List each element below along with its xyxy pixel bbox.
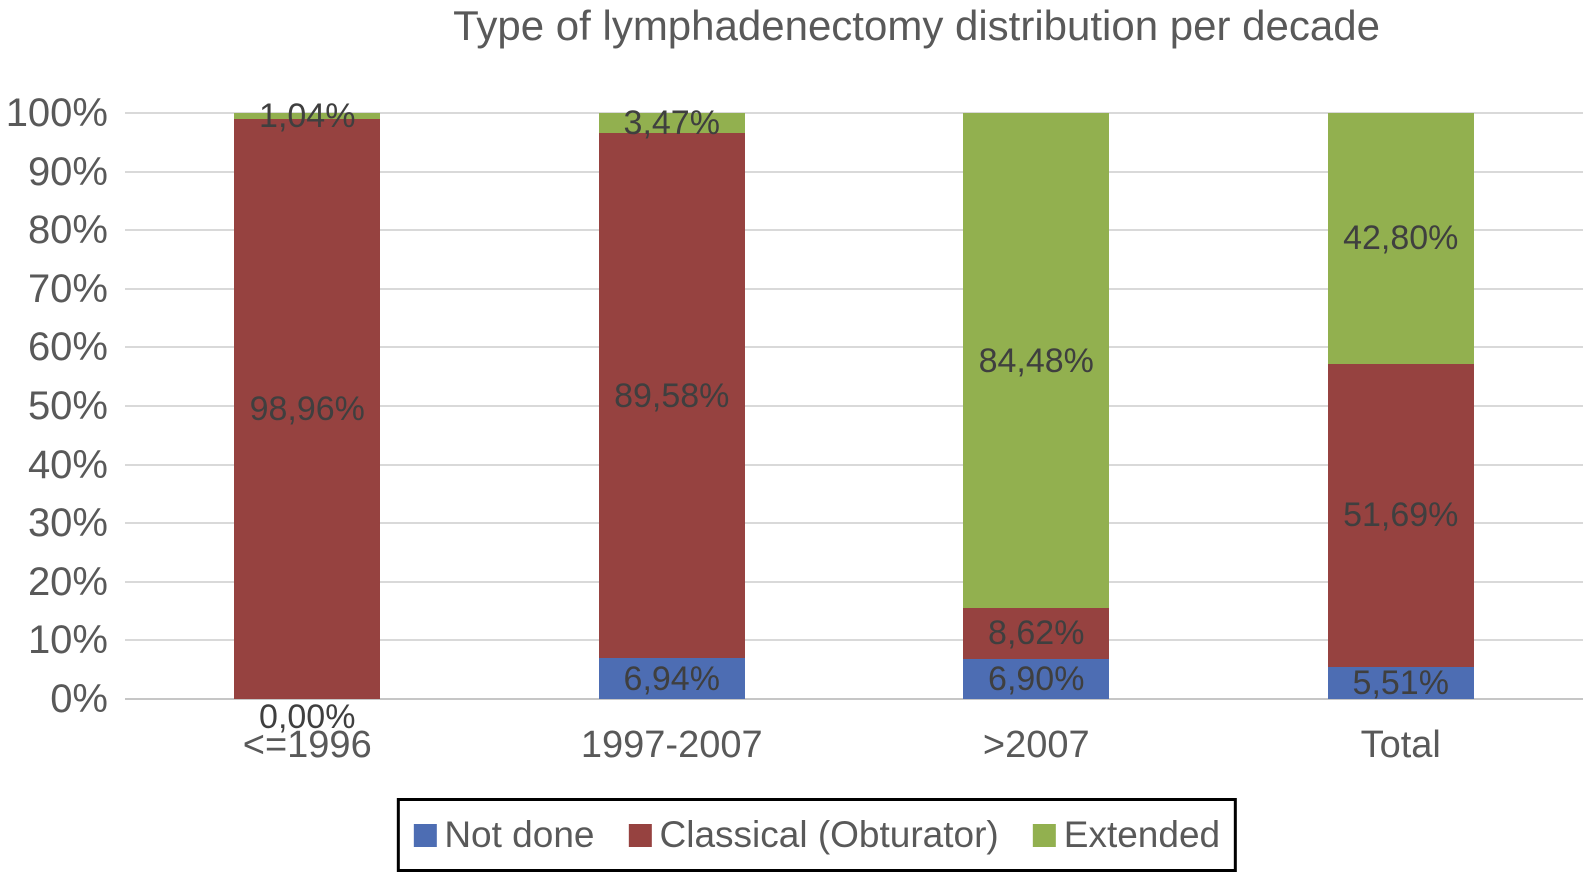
y-axis-tick-label: 20% (27, 559, 108, 604)
legend-item: Extended (1032, 814, 1221, 856)
legend-item: Classical (Obturator) (628, 814, 999, 856)
bar-segment (963, 608, 1110, 659)
data-label: 51,69% (1343, 496, 1459, 535)
gridline (125, 522, 1583, 525)
bar-segment (1327, 666, 1474, 699)
data-label: 1,04% (259, 97, 356, 136)
data-label: 0,00% (259, 698, 356, 736)
gridline (125, 698, 1583, 700)
gridline (125, 580, 1583, 583)
data-label: 42,80% (1343, 219, 1459, 258)
data-label: 84,48% (978, 341, 1094, 380)
bar-segment (598, 658, 745, 699)
legend-item: Not done (413, 814, 594, 856)
y-axis-tick-label: 70% (27, 266, 108, 311)
gridline (125, 463, 1583, 466)
bar-segment (963, 658, 1110, 699)
gridline (125, 639, 1583, 642)
x-axis-category-label: >2007 (982, 724, 1090, 766)
chart-title: Type of lymphadenectomy distribution per… (453, 2, 1380, 49)
gridline (125, 229, 1583, 232)
y-axis-tick-label: 10% (27, 618, 108, 663)
data-label: 3,47% (623, 104, 720, 143)
data-label: 6,94% (623, 659, 720, 698)
legend-label: Not done (444, 814, 595, 855)
legend-label: Extended (1063, 814, 1221, 855)
data-label: 6,90% (988, 659, 1085, 698)
y-axis-tick-label: 90% (27, 149, 108, 194)
x-axis-category-label: <=1996 (242, 724, 372, 766)
gridline (125, 287, 1583, 290)
gridline (125, 405, 1583, 407)
y-axis-tick-label: 50% (27, 384, 108, 428)
bar-segment (1327, 113, 1474, 364)
y-axis-tick-label: 0% (50, 677, 108, 721)
legend-swatch-icon (1032, 823, 1056, 847)
data-label: 89,58% (614, 376, 730, 415)
data-label: 98,96% (249, 390, 365, 429)
y-axis-tick-label: 60% (27, 325, 108, 370)
bar-segment (598, 133, 745, 659)
gridline (125, 112, 1583, 114)
gridline (125, 346, 1583, 349)
x-axis-category-label: Total (1360, 724, 1441, 766)
bar-segment (963, 113, 1110, 609)
bar-segment (234, 119, 381, 699)
bar-segment (598, 113, 745, 134)
bar-segment (234, 113, 381, 120)
x-axis-category-label: 1997-2007 (580, 724, 763, 766)
y-axis-tick-label: 40% (27, 442, 108, 487)
bar-segment (1327, 363, 1474, 667)
legend-swatch-icon (628, 823, 652, 847)
data-label: 8,62% (988, 614, 1085, 653)
data-label: 5,51% (1352, 663, 1449, 702)
y-axis-tick-label: 80% (27, 208, 108, 253)
legend-label: Classical (Obturator) (659, 814, 999, 855)
legend: Not done Classical (Obturator) Extended (396, 798, 1238, 872)
y-axis-tick-label: 100% (5, 91, 108, 135)
y-axis-tick-label: 30% (27, 501, 108, 546)
gridline (125, 170, 1583, 173)
legend-swatch-icon (413, 823, 437, 847)
